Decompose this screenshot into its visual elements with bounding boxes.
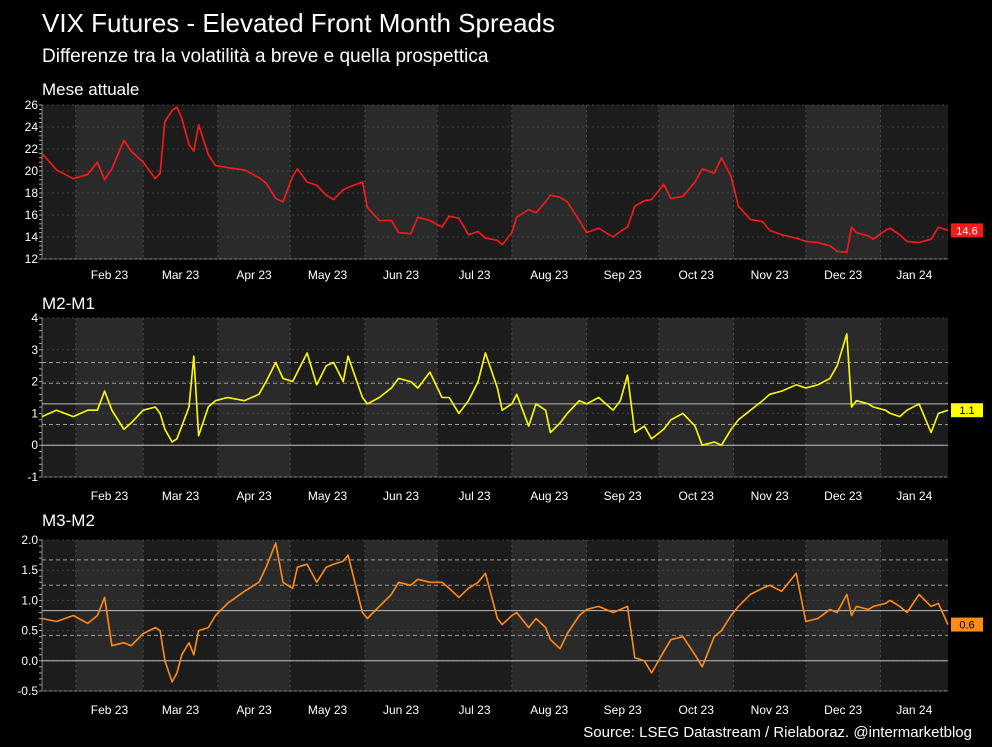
month-band <box>364 105 438 259</box>
x-tick-label: May 23 <box>308 703 348 717</box>
plot-background <box>42 540 948 691</box>
x-tick-label: Feb 23 <box>91 489 129 503</box>
month-band <box>805 105 881 259</box>
x-tick-label: Jun 23 <box>383 268 419 282</box>
x-tick-label: Jun 23 <box>383 703 419 717</box>
y-tick-label: 12 <box>25 252 39 266</box>
series-line <box>41 333 949 446</box>
y-tick-label: 1 <box>31 406 38 420</box>
x-tick-label: Aug 23 <box>530 703 568 717</box>
last-value-label: 0.6 <box>959 620 974 632</box>
y-tick-label: 20 <box>25 164 39 178</box>
last-value-label: 1.1 <box>959 405 974 417</box>
plot-background <box>42 105 948 259</box>
month-band <box>217 105 291 259</box>
month-band <box>805 318 881 477</box>
panel-title: M3-M2 <box>42 511 95 530</box>
x-tick-label: Mar 23 <box>162 703 200 717</box>
x-tick-label: Jan 24 <box>896 703 932 717</box>
panel-title: M2-M1 <box>42 294 95 313</box>
y-tick-label: 14 <box>25 230 39 244</box>
y-tick-label: 4 <box>31 311 38 325</box>
y-tick-label: 1.5 <box>21 563 38 577</box>
source-note: Source: LSEG Datastream / Rielaboraz. @i… <box>583 724 972 741</box>
y-tick-label: 0.0 <box>21 654 38 668</box>
month-band <box>217 540 291 691</box>
y-tick-label: 0.5 <box>21 624 38 638</box>
chart-title: VIX Futures - Elevated Front Month Sprea… <box>42 8 556 38</box>
x-tick-label: Apr 23 <box>236 268 272 282</box>
x-tick-label: Jun 23 <box>383 489 419 503</box>
x-tick-label: Sep 23 <box>604 489 642 503</box>
x-tick-label: Dec 23 <box>824 703 862 717</box>
y-tick-label: 18 <box>25 186 39 200</box>
x-tick-label: Apr 23 <box>236 703 272 717</box>
y-tick-label: 2.0 <box>21 533 38 547</box>
last-value-badge <box>951 403 983 418</box>
last-value-badge <box>951 617 983 632</box>
month-band <box>511 105 587 259</box>
series-line <box>41 542 949 683</box>
panel-m2-m1: M2-M1 Feb 23 Mar 23 Apr 23 May 23 Jun 23 Jul 2… <box>27 294 983 503</box>
x-tick-label: Dec 23 <box>824 489 862 503</box>
y-tick-label: 3 <box>31 343 38 357</box>
panel-title: Mese attuale <box>42 80 139 99</box>
month-band <box>364 540 438 691</box>
month-band <box>75 540 144 691</box>
month-band <box>658 318 734 477</box>
month-band <box>364 318 438 477</box>
x-tick-label: Jul 23 <box>459 489 491 503</box>
x-tick-label: Nov 23 <box>751 703 789 717</box>
x-tick-label: Aug 23 <box>530 268 568 282</box>
y-tick-label: 26 <box>25 98 39 112</box>
month-band <box>75 318 144 477</box>
x-tick-label: Jan 24 <box>896 489 932 503</box>
month-band <box>511 540 587 691</box>
x-tick-label: Feb 23 <box>91 703 129 717</box>
y-tick-label: -0.5 <box>17 684 38 698</box>
month-band <box>658 105 734 259</box>
x-tick-label: Dec 23 <box>824 268 862 282</box>
y-tick-label: 2 <box>31 375 38 389</box>
x-tick-label: Mar 23 <box>162 489 200 503</box>
y-tick-label: 1.0 <box>21 593 38 607</box>
last-value-label: 14.6 <box>956 225 977 237</box>
month-band <box>658 540 734 691</box>
month-band <box>75 105 144 259</box>
x-tick-label: May 23 <box>308 489 348 503</box>
x-tick-label: Sep 23 <box>604 268 642 282</box>
x-tick-label: Jul 23 <box>459 268 491 282</box>
x-tick-label: Oct 23 <box>679 489 715 503</box>
month-band <box>511 318 587 477</box>
y-tick-label: 22 <box>25 142 39 156</box>
x-tick-label: Jul 23 <box>459 703 491 717</box>
y-tick-label: 24 <box>25 120 39 134</box>
y-tick-label: 0 <box>31 438 38 452</box>
chart-subtitle: Differenze tra la volatilità a breve e q… <box>42 46 489 67</box>
x-tick-label: Apr 23 <box>236 489 272 503</box>
x-tick-label: Mar 23 <box>162 268 200 282</box>
x-tick-label: Oct 23 <box>679 268 715 282</box>
x-tick-label: Oct 23 <box>679 703 715 717</box>
last-value-badge <box>951 223 983 238</box>
x-tick-label: May 23 <box>308 268 348 282</box>
panel-m3-m2: M3-M2 Feb 23 Mar 23 Apr 23 May 23 Jun 23 Jul 2… <box>17 511 983 717</box>
x-tick-label: Nov 23 <box>751 489 789 503</box>
y-tick-label: -1 <box>27 470 38 484</box>
panel-mese-attuale: Mese attuale Feb 23 Mar 23 Apr 23 May 23 Jun … <box>25 80 983 282</box>
x-tick-label: Sep 23 <box>604 703 642 717</box>
plot-background <box>42 318 948 477</box>
x-tick-label: Aug 23 <box>530 489 568 503</box>
y-tick-label: 16 <box>25 208 39 222</box>
x-tick-label: Jan 24 <box>896 268 932 282</box>
x-tick-label: Feb 23 <box>91 268 129 282</box>
month-band <box>805 540 881 691</box>
x-tick-label: Nov 23 <box>751 268 789 282</box>
series-line <box>41 106 949 254</box>
